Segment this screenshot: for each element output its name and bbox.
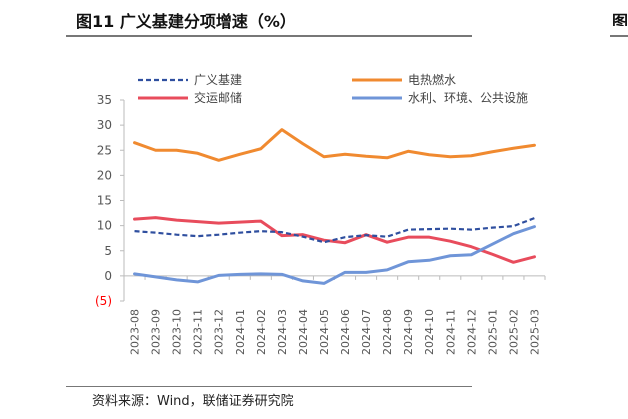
title-divider — [66, 35, 472, 37]
legend-label: 电热燃水 — [408, 72, 456, 87]
x-tick-label: 2024-01 — [234, 309, 247, 355]
y-tick-label: (5) — [95, 294, 112, 308]
next-figure-divider — [610, 35, 628, 37]
x-tick-label: 2023-11 — [192, 309, 205, 355]
x-tick-label: 2024-06 — [339, 309, 352, 355]
legend-label: 广义基建 — [194, 73, 242, 87]
x-tick-label: 2024-10 — [423, 309, 436, 355]
y-tick-label: 10 — [97, 219, 112, 233]
y-tick-label: 15 — [97, 194, 112, 208]
footer-divider — [66, 386, 472, 387]
x-tick-label: 2024-05 — [318, 309, 331, 355]
next-figure-title-fragment: 图 — [612, 12, 628, 26]
x-tick-label: 2024-04 — [297, 309, 310, 355]
y-tick-label: 20 — [97, 168, 112, 182]
x-tick-label: 2023-10 — [171, 309, 184, 355]
y-tick-label: 30 — [97, 118, 112, 132]
y-tick-label: 35 — [97, 93, 112, 107]
legend-label: 水利、环境、公共设施 — [408, 90, 528, 105]
x-tick-label: 2024-03 — [276, 309, 289, 355]
x-tick-label: 2023-08 — [129, 309, 142, 355]
x-tick-label: 2024-02 — [255, 309, 268, 355]
y-tick-label: 25 — [97, 143, 112, 157]
series-line-2 — [133, 216, 536, 264]
y-tick-label: 0 — [104, 269, 112, 283]
legend-label: 交运邮储 — [194, 90, 242, 105]
x-tick-label: 2025-03 — [528, 309, 541, 355]
x-tick-label: 2024-08 — [381, 309, 394, 355]
series-line-3 — [133, 225, 536, 285]
source-note: 资料来源：Wind，联储证券研究院 — [92, 394, 294, 409]
x-tick-label: 2024-07 — [360, 309, 373, 355]
x-tick-label: 2025-02 — [507, 309, 520, 355]
x-tick-label: 2025-01 — [486, 309, 499, 355]
x-tick-label: 2023-09 — [150, 309, 163, 355]
series-line-0 — [134, 217, 535, 244]
chart-title: 图11 广义基建分项增速（%） — [76, 12, 296, 31]
x-tick-label: 2023-12 — [213, 309, 226, 355]
x-tick-label: 2024-09 — [402, 309, 415, 355]
y-tick-label: 5 — [104, 244, 112, 258]
x-tick-label: 2024-12 — [465, 309, 478, 355]
x-tick-label: 2024-11 — [444, 309, 457, 355]
series-line-1 — [133, 128, 536, 162]
